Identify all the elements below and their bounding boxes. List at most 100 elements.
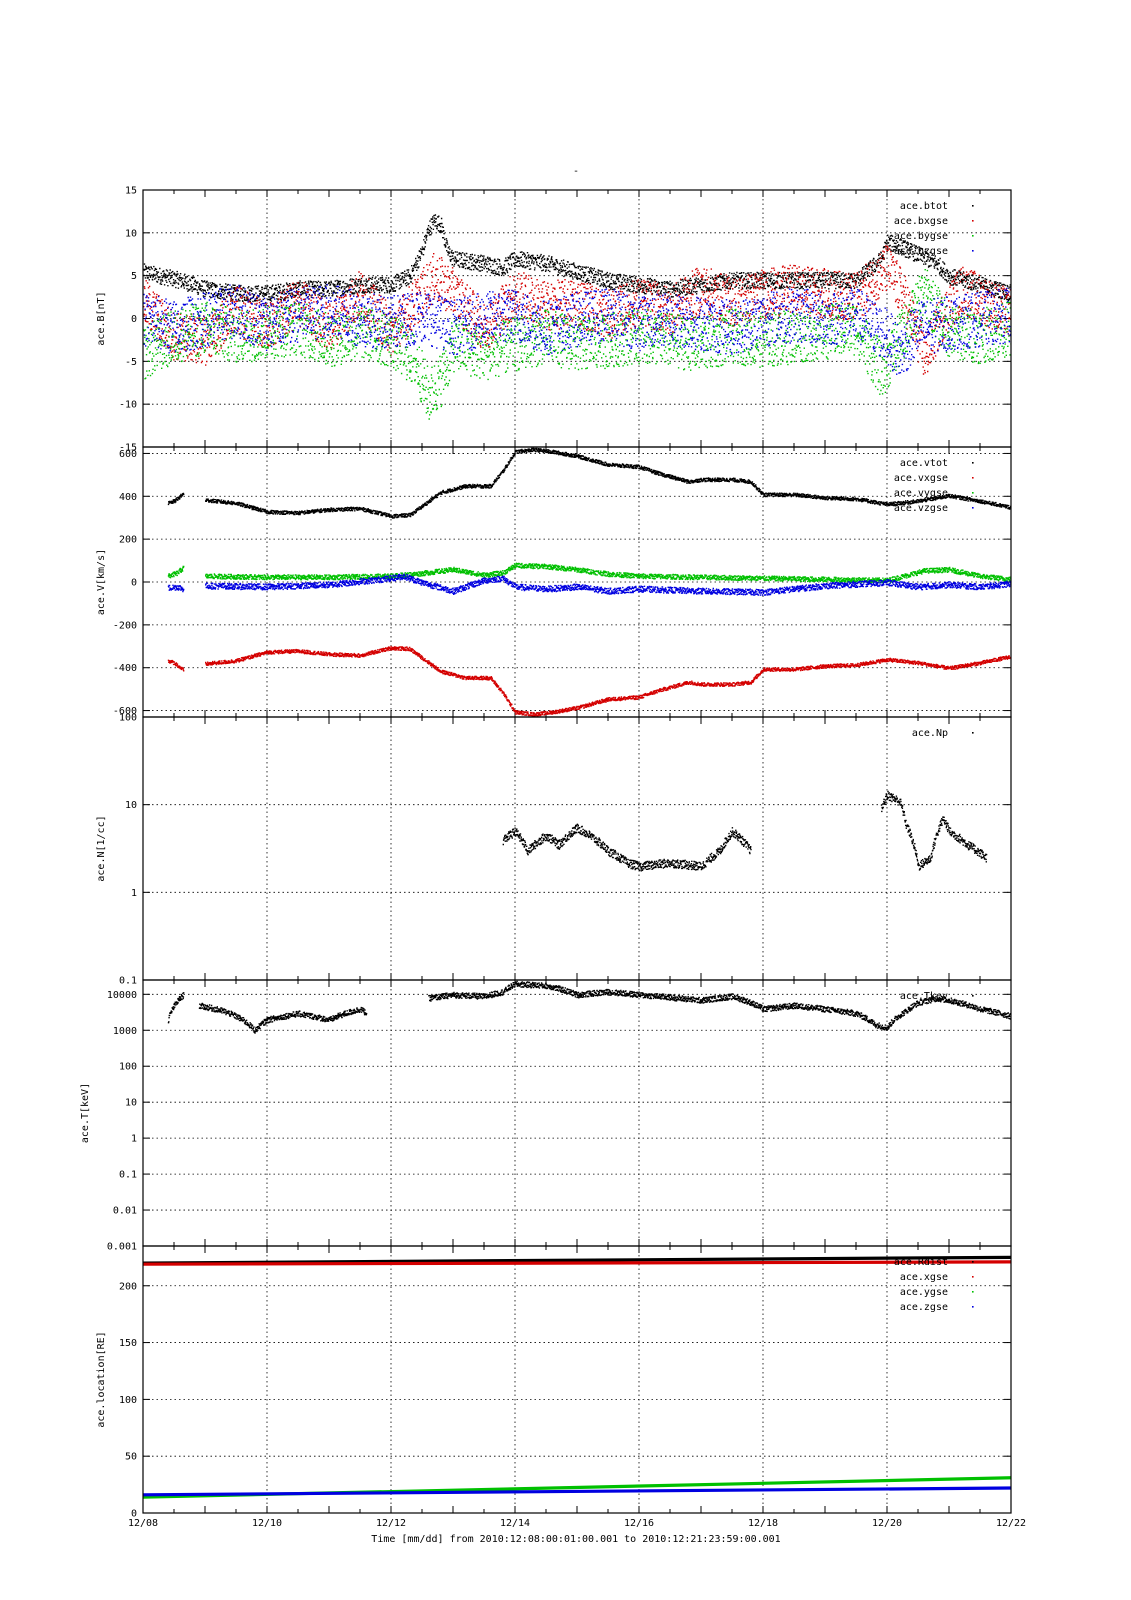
series-ace.Np <box>502 790 988 872</box>
panel-frame <box>142 189 1012 448</box>
y-tick-label: 10 <box>125 228 137 239</box>
y-tick-label: 0.1 <box>119 1170 137 1181</box>
series-points <box>167 645 1011 717</box>
series-mark <box>143 1260 1011 1266</box>
legend-entry: ace.xgse <box>900 1272 948 1283</box>
legend: ace.btot ace.bxgse ace.bygse ace.bzgse <box>894 201 974 257</box>
y-tick-label: -400 <box>113 663 137 674</box>
y-tick-label: 0 <box>131 578 137 589</box>
legend: ace.Tkev <box>900 991 974 1002</box>
legend-swatch <box>972 1276 974 1278</box>
series-ace.vxgse <box>167 645 1011 717</box>
y-tick-label: 100 <box>119 713 137 724</box>
series-points <box>143 214 1011 303</box>
y-tick-label: 0.001 <box>107 1242 137 1253</box>
y-tick-label: 15 <box>125 186 137 197</box>
y-tick-label: 1 <box>131 1134 137 1145</box>
legend-entry: ace.zgse <box>900 1302 948 1313</box>
y-tick-label: 200 <box>119 1281 137 1292</box>
panel-frame <box>142 979 1012 1247</box>
y-tick-label: 200 <box>119 535 137 546</box>
series-points <box>502 790 988 872</box>
y-tick-label: 0 <box>131 314 137 325</box>
x-tick-label: 12/08 <box>128 1518 158 1529</box>
y-tick-label: 1000 <box>113 1026 137 1037</box>
legend: ace.Np <box>912 728 974 739</box>
series-ace.vzgse <box>167 573 1011 596</box>
x-tick-label: 12/22 <box>996 1518 1026 1529</box>
y-tick-label: 5 <box>131 271 137 282</box>
y-tick-label: 0 <box>131 1509 137 1520</box>
legend-entry: ace.vxgse <box>894 473 948 484</box>
series-points <box>143 284 1011 375</box>
y-tick-label: 0.1 <box>119 976 137 987</box>
legend-entry: ace.Rdist <box>894 1257 948 1268</box>
x-tick-label: 12/14 <box>500 1518 530 1529</box>
y-tick-label: -200 <box>113 620 137 631</box>
chart-title: - <box>573 166 579 177</box>
time-axis-caption: Time [mm/dd] from 2010:12:08:00:01:00.00… <box>371 1534 780 1545</box>
series-ace.Rdist <box>143 1255 1011 1265</box>
x-tick-label: 12/16 <box>624 1518 654 1529</box>
y-axis-label: ace.T[keV] <box>80 1083 91 1143</box>
legend-swatch <box>972 507 974 509</box>
y-tick-label: 400 <box>119 492 137 503</box>
x-tick-label: 12/12 <box>376 1518 406 1529</box>
panel-4: 10000 1000 100 10 1 0.1 0.01 0.001 ace.T[keV] ace… <box>80 979 1012 1253</box>
series-group <box>167 447 1011 717</box>
series-ace.zgse <box>143 1486 1011 1497</box>
series-ace.btot <box>143 214 1011 303</box>
x-tick-label: 12/18 <box>748 1518 778 1529</box>
x-tick-label: 12/20 <box>872 1518 902 1529</box>
legend-entry: ace.Tkev <box>900 991 948 1002</box>
series-ace.Tkev <box>167 980 1011 1034</box>
panel-5: 200150100500ace.location[RE]ace.Rdistace… <box>96 1245 1012 1520</box>
series-ace.bxgse <box>143 245 1011 375</box>
legend-swatch <box>972 995 974 997</box>
legend-entry: ace.vzgse <box>894 503 948 514</box>
series-points <box>167 573 1011 596</box>
legend-swatch <box>972 477 974 479</box>
y-tick-label: -5 <box>125 357 137 368</box>
legend-entry: ace.ygse <box>900 1287 948 1298</box>
y-axis-label: ace.N[1/cc] <box>96 815 107 881</box>
y-axis-label: ace.location[RE] <box>96 1331 107 1427</box>
panel-1: 15 10 5 0 -5 -10 -15 ace.B[nT] ace.btot ace.bxgse… <box>96 186 1012 454</box>
legend-entry: ace.bygse <box>894 231 948 242</box>
legend-swatch <box>972 732 974 734</box>
legend-entry: ace.vtot <box>900 458 948 469</box>
legend-entry: ace.bxgse <box>894 216 948 227</box>
series-points <box>167 562 1011 584</box>
series-ace.vygse <box>167 562 1011 584</box>
panel-frame <box>142 716 1012 981</box>
legend-swatch <box>972 462 974 464</box>
series-group <box>143 214 1011 420</box>
y-tick-label: 1 <box>131 888 137 899</box>
series-group <box>143 1255 1011 1499</box>
legend-swatch <box>972 1261 974 1263</box>
series-ace.xgse <box>143 1260 1011 1266</box>
y-tick-label: -600 <box>113 706 137 717</box>
legend-swatch <box>972 205 974 207</box>
legend: ace.Rdist ace.xgse ace.ygse ace.zgse <box>894 1257 974 1313</box>
panel-2: 600 400 200 0 -200 -400 -600 ace.V[km/s] ace.vto… <box>96 446 1012 718</box>
legend: ace.vtot ace.vxgse ace.vygse ace.vzgse <box>894 458 974 514</box>
series-points <box>167 447 1011 519</box>
legend-swatch <box>972 220 974 222</box>
legend-swatch <box>972 1306 974 1308</box>
y-tick-label: 10 <box>125 800 137 811</box>
x-tick-label: 12/10 <box>252 1518 282 1529</box>
series-ace.vtot <box>167 447 1011 519</box>
panel-3: 100 10 1 0.1 ace.N[1/cc] ace.Np <box>96 713 1012 987</box>
series-mark <box>143 1255 1011 1265</box>
series-points <box>167 980 1011 1034</box>
panels-group: 151050-5-10-15ace.B[nT]ace.btotace.bxgse… <box>80 186 1026 1530</box>
y-axis-label: ace.B[nT] <box>96 291 107 345</box>
legend-swatch <box>972 250 974 252</box>
legend-entry: ace.vygse <box>894 488 948 499</box>
y-tick-label: 10 <box>125 1098 137 1109</box>
y-tick-label: 50 <box>125 1452 137 1463</box>
y-tick-label: 100 <box>119 1395 137 1406</box>
legend-entry: ace.btot <box>900 201 948 212</box>
